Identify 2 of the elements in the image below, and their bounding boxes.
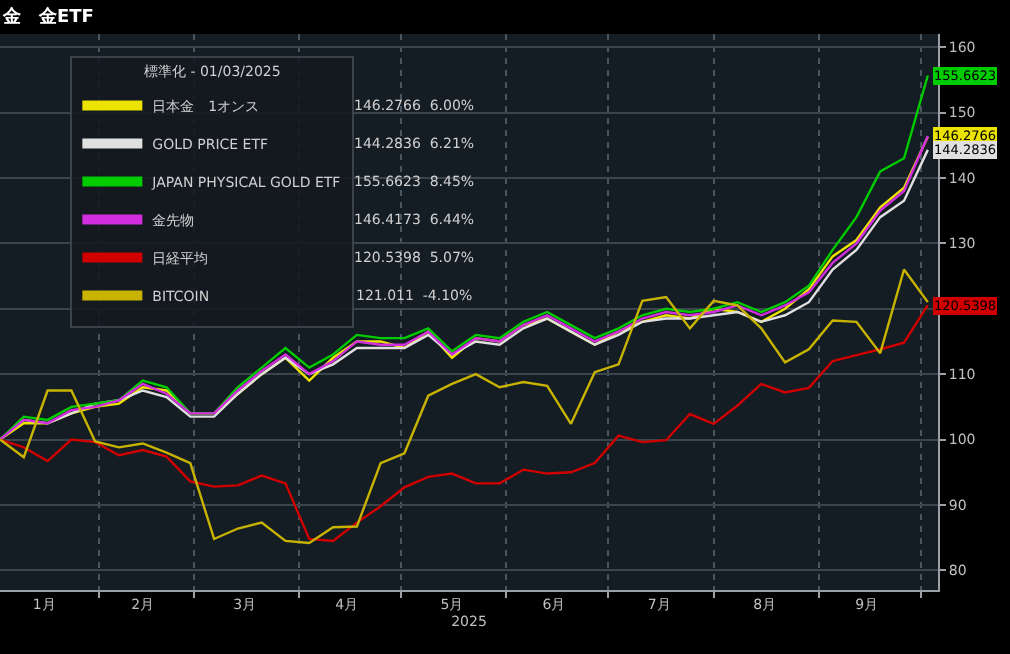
- line-series: [0, 74, 929, 441]
- chart-title: 金 金ETF: [1, 6, 94, 29]
